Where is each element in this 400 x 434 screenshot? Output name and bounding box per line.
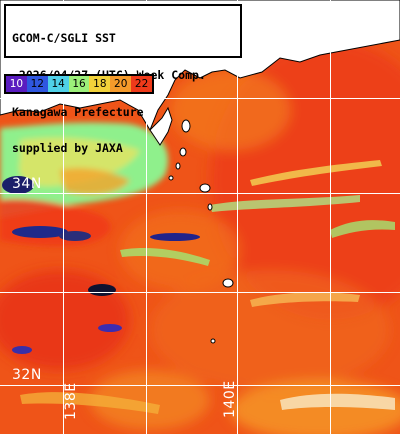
colorbar-tick: 16 [68,76,90,92]
lon-label-138e: 138E [63,382,79,420]
colorbar-tick: 14 [47,76,69,92]
colorbar-tick: 10 [6,76,27,92]
title-line-4: supplied by JAXA [12,141,123,156]
colorbar-tick: 12 [26,76,48,92]
lon-label-140e: 140E [222,380,238,418]
grid-line-141e [330,0,331,434]
grid-line-32n [0,385,400,386]
colorbar-tick: 20 [110,76,132,92]
title-line-3: Kanagawa Prefecture [12,104,144,119]
colorbar-tick: 22 [131,76,153,92]
title-box: GCOM-C/SGLI SST ~2026/04/27 (UTC) Week C… [4,4,242,154]
title-line-1: GCOM-C/SGLI SST [12,31,116,46]
grid-line-35n [0,98,400,99]
lat-label-34n: 34N [12,176,42,192]
temperature-colorbar: 10 12 14 16 18 20 22 [4,74,154,94]
grid-line-138e [63,0,64,434]
colorbar-tick: 18 [89,76,111,92]
grid-line-139e [146,0,147,434]
grid-line-34n [0,193,400,194]
lat-label-32n: 32N [12,367,42,383]
grid-line-140e [237,0,238,434]
grid-line-33n [0,292,400,293]
